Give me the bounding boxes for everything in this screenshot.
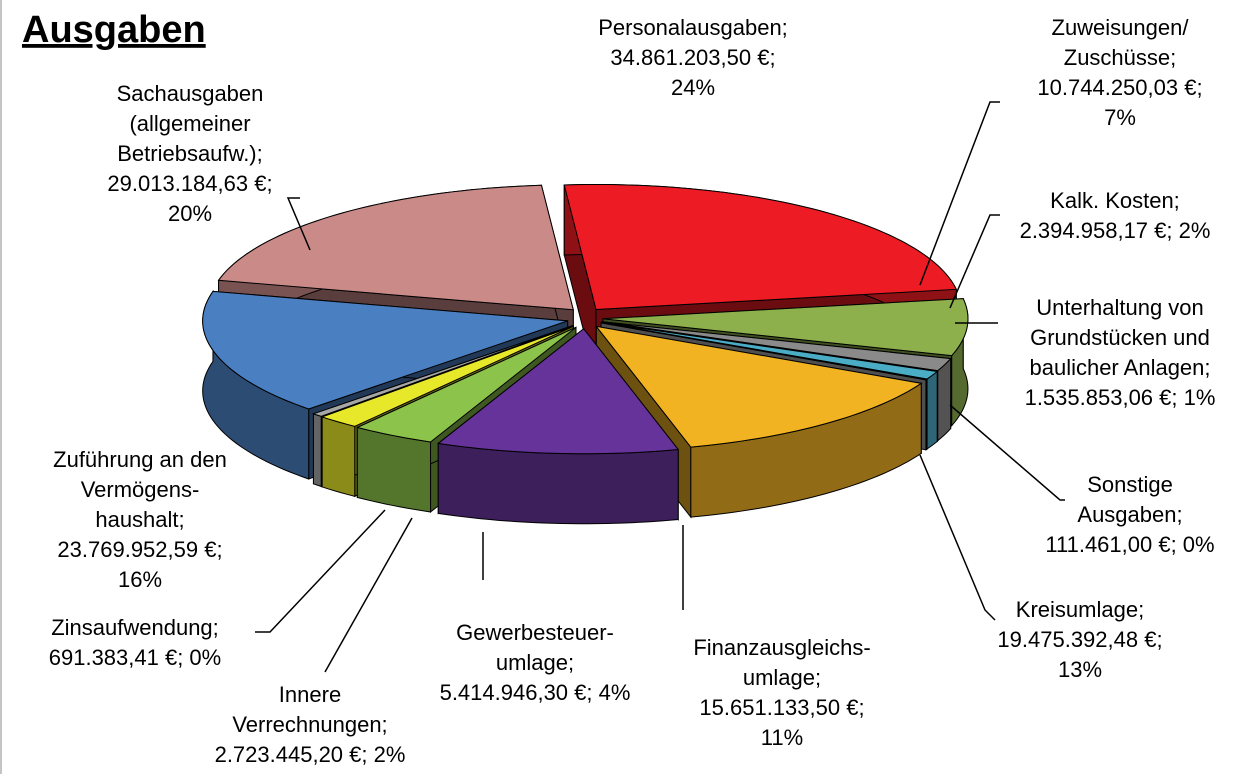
leader-line	[324, 517, 413, 673]
slice-top	[563, 183, 958, 310]
data-label-line: Zuweisungen/	[1052, 15, 1190, 40]
data-label-line: 15.651.133,50 €;	[699, 695, 864, 720]
data-label-line: Innere	[279, 682, 341, 707]
data-label: Innere Verrechnungen; 2.723.445,20 €; 2%	[215, 682, 406, 767]
data-label-line: 13%	[1058, 657, 1102, 682]
data-label: Gewerbesteuer-umlage; 5.414.946,30 €; 4%	[440, 620, 631, 705]
slice-top	[217, 184, 574, 311]
slice	[595, 324, 923, 519]
data-label-line: 19.475.392,48 €;	[997, 627, 1162, 652]
slice-wall	[321, 416, 356, 498]
data-label: Kreisumlage; 19.475.392,48 €; 13%	[997, 597, 1162, 682]
data-label: Zinsaufwendung; 691.383,41 €; 0%	[49, 615, 221, 670]
leader-line	[919, 454, 996, 621]
leader-line	[255, 509, 386, 633]
data-label: Kalk. Kosten; 2.394.958,17 €; 2%	[1020, 188, 1211, 243]
data-label-line: Sonstige	[1087, 472, 1173, 497]
data-label-line: 34.861.203,50 €;	[610, 45, 775, 70]
data-label-line: Zuführung an den	[53, 447, 227, 472]
data-label-line: umlage;	[496, 650, 574, 675]
labels: Personalausgaben; 34.861.203,50 €; 24% Zuwe…	[49, 15, 1216, 767]
data-label-line: Gewerbesteuer-	[456, 620, 614, 645]
data-label-line: haushalt;	[95, 507, 184, 532]
slice-top	[202, 290, 568, 410]
slice-top	[320, 325, 574, 427]
data-label-line: 16%	[118, 567, 162, 592]
slice-top	[355, 326, 577, 443]
data-label-line: Vermögens-	[81, 477, 200, 502]
data-label: Zuweisungen/Zuschüsse; 10.744.250,03 €; 7%	[1037, 15, 1202, 130]
slice-top	[600, 322, 929, 381]
data-label-line: 11%	[761, 725, 803, 750]
slice-wall	[926, 370, 938, 450]
data-label-line: Grundstücken und	[1030, 325, 1210, 350]
data-label-line: Betriebsaufw.);	[117, 141, 263, 166]
data-label-line: Kalk. Kosten;	[1050, 188, 1180, 213]
data-label-line: Sachausgaben	[117, 81, 264, 106]
data-label-line: Ausgaben;	[1077, 502, 1182, 527]
data-label-line: 20%	[168, 201, 212, 226]
chart-title: Ausgaben	[22, 9, 206, 51]
data-label-line: 10.744.250,03 €;	[1037, 75, 1202, 100]
leader-line	[286, 197, 311, 251]
data-label: Sachausgaben (allgemeiner Betriebsaufw.); 2…	[107, 81, 272, 226]
data-label-line: 5.414.946,30 €; 4%	[440, 680, 631, 705]
slice-top	[437, 328, 680, 455]
data-label-line: Unterhaltung von	[1036, 295, 1204, 320]
leader-line	[949, 214, 1000, 309]
data-label: Personalausgaben; 34.861.203,50 €; 24%	[598, 15, 788, 100]
data-label-line: (allgemeiner	[129, 111, 250, 136]
data-label-line: Verrechnungen;	[232, 712, 387, 737]
slice-wall	[312, 413, 322, 488]
data-label-line: 2.723.445,20 €; 2%	[215, 742, 406, 767]
data-label-line: 1.535.853,06 €; 1%	[1025, 385, 1216, 410]
data-label-line: Personalausgaben;	[598, 15, 788, 40]
data-label-line: umlage;	[743, 665, 821, 690]
data-label: Zuführung an den Vermögens-haushalt; 23.76…	[53, 447, 227, 592]
slice-top	[601, 321, 952, 372]
data-label: Finanzausgleichs-umlage; 15.651.133,50 €;…	[693, 635, 870, 750]
data-label-line: Zuschüsse;	[1064, 45, 1177, 70]
leader-line	[919, 101, 1000, 286]
slice-top	[311, 325, 573, 417]
slice-top	[595, 325, 923, 448]
pie	[202, 183, 969, 525]
data-label-line: 2.394.958,17 €; 2%	[1020, 218, 1211, 243]
data-label: Unterhaltung von Grundstücken und bauliche…	[1025, 295, 1216, 410]
data-label-line: 23.769.952,59 €;	[57, 537, 222, 562]
data-label-line: baulicher Anlagen;	[1029, 355, 1210, 380]
data-label-line: Finanzausgleichs-	[693, 635, 870, 660]
data-label-line: 7%	[1104, 105, 1136, 130]
leader-line	[949, 404, 1065, 501]
slice-wall	[937, 357, 952, 442]
data-label-line: 24%	[671, 75, 715, 100]
slice-top	[602, 298, 969, 357]
data-label-line: Kreisumlage;	[1016, 597, 1144, 622]
slice-wall	[437, 442, 679, 525]
data-label-line: 111.461,00 €; 0%	[1045, 532, 1214, 557]
data-label-line: 29.013.184,63 €;	[107, 171, 272, 196]
data-label: Sonstige Ausgaben; 111.461,00 €; 0%	[1045, 472, 1214, 557]
slice-wall	[925, 378, 928, 451]
data-label-line: Zinsaufwendung;	[51, 615, 219, 640]
data-label-line: 691.383,41 €; 0%	[49, 645, 221, 670]
slice	[437, 327, 680, 525]
